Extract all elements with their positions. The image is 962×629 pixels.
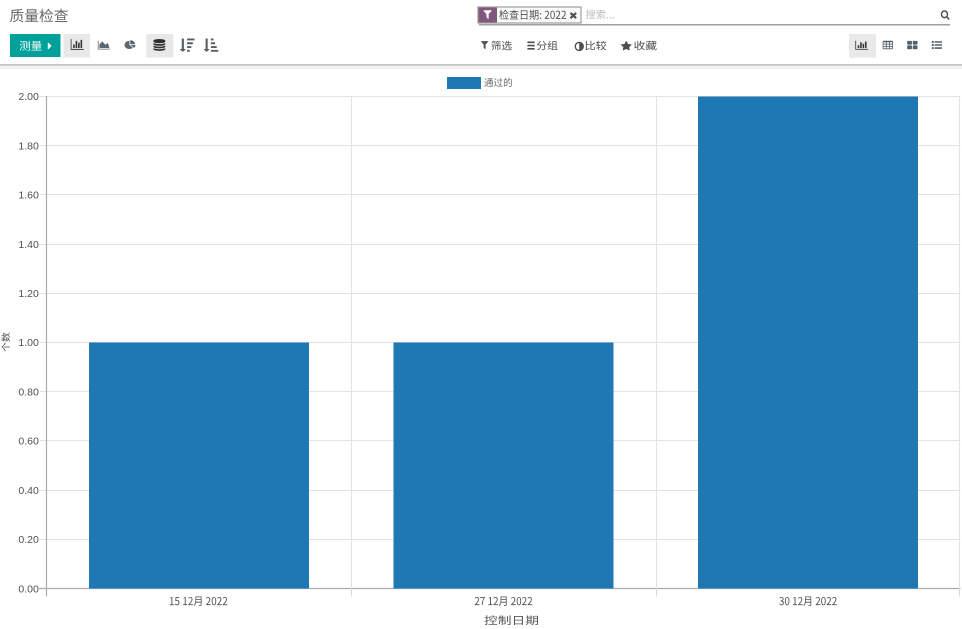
svg-text:0.00: 0.00 <box>18 584 39 596</box>
svg-text:1.00: 1.00 <box>18 337 39 349</box>
svg-text:0.40: 0.40 <box>18 485 39 497</box>
svg-text:1.60: 1.60 <box>18 190 39 202</box>
svg-text:0.80: 0.80 <box>18 387 39 399</box>
svg-text:2.00: 2.00 <box>18 91 39 103</box>
svg-text:1.20: 1.20 <box>18 288 39 300</box>
svg-text:1.40: 1.40 <box>18 239 39 251</box>
svg-text:1.80: 1.80 <box>18 140 39 152</box>
svg-text:0.20: 0.20 <box>18 534 39 546</box>
svg-text:0.60: 0.60 <box>18 436 39 448</box>
